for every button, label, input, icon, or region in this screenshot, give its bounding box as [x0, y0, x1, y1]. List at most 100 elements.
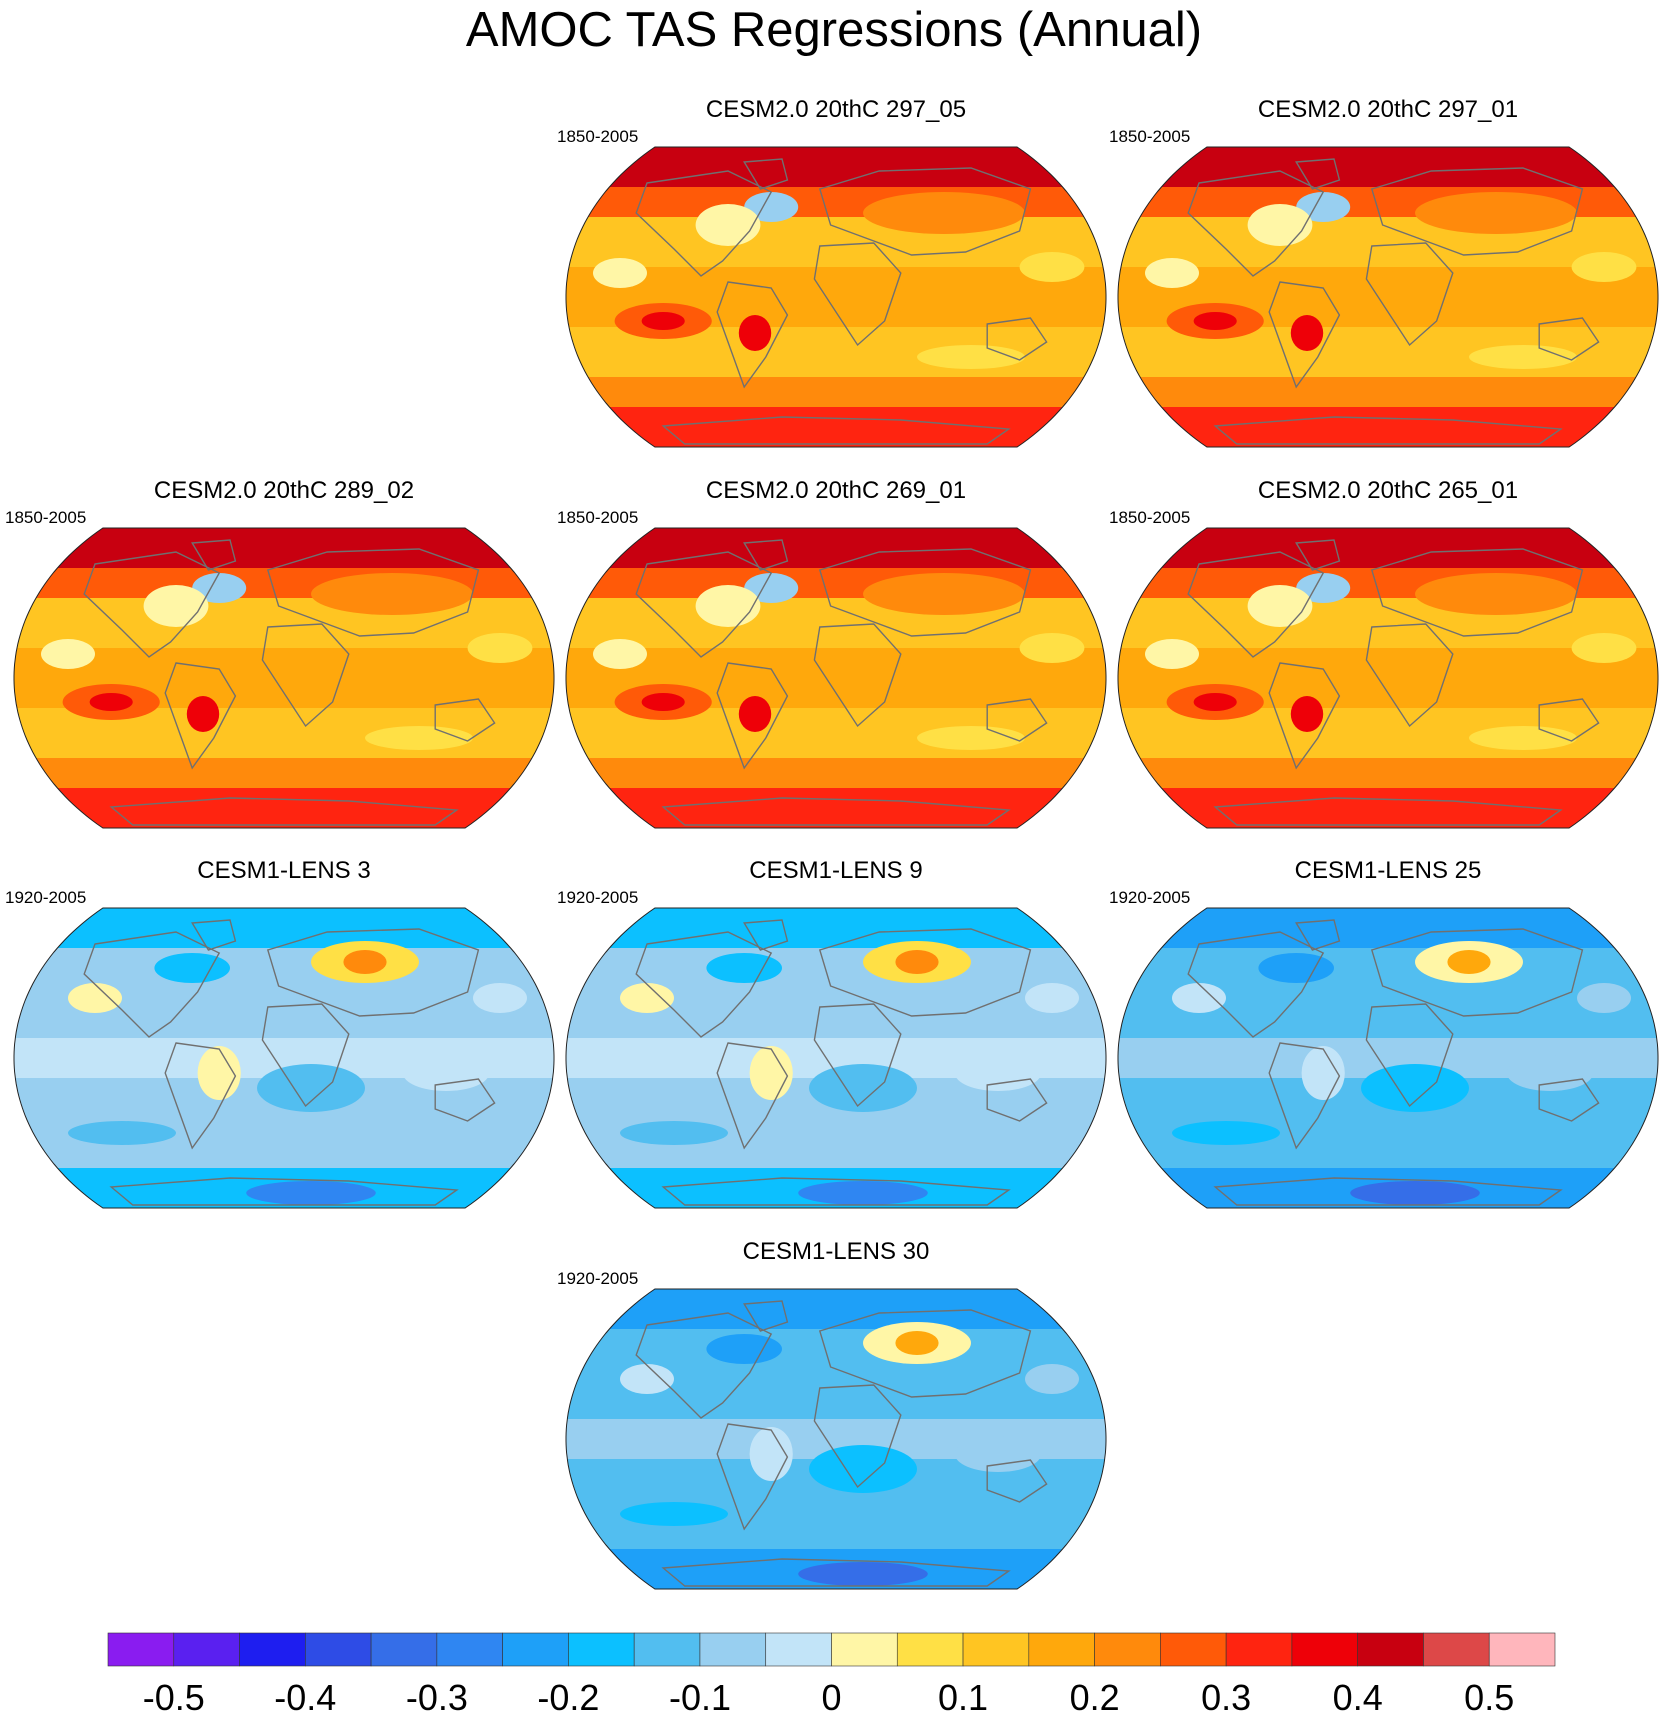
map-outline [1117, 907, 1659, 1209]
field-anomaly [1172, 1121, 1280, 1145]
coastline-greenland [743, 1300, 789, 1332]
field-band [1118, 1008, 1658, 1019]
field-anomaly [1447, 950, 1491, 974]
coastline-greenland [191, 919, 237, 951]
field-anomaly [798, 1562, 928, 1586]
field-band [1118, 1168, 1658, 1179]
field-band [14, 1038, 554, 1049]
field-band [566, 768, 1106, 779]
field-anomaly [192, 573, 247, 603]
field-band [566, 1359, 1106, 1370]
field-band [1118, 778, 1658, 789]
field-band [566, 1299, 1106, 1310]
field-band [566, 708, 1106, 719]
field-band [566, 1319, 1106, 1330]
coastline-namerica [83, 551, 221, 658]
field-band [566, 928, 1106, 939]
colorbar-tick-label: -0.3 [406, 1677, 468, 1718]
field-anomaly [863, 573, 1025, 615]
field-band [14, 1008, 554, 1019]
field-anomaly [1247, 204, 1313, 246]
coastline-australia [1538, 317, 1600, 361]
field-band [566, 998, 1106, 1009]
coastline-namerica [83, 931, 221, 1038]
map-field [566, 908, 1106, 1208]
field-band [566, 347, 1106, 358]
field-anomaly [641, 693, 685, 711]
field-band [1118, 227, 1658, 238]
field-band [14, 968, 554, 979]
coastline-samerica [716, 1042, 789, 1150]
field-band [1118, 427, 1658, 438]
colorbar-swatch [699, 1632, 767, 1667]
field-anomaly [68, 983, 122, 1013]
colorbar-swatch [896, 1632, 964, 1667]
field-band [1118, 648, 1658, 659]
panel-title: CESM2.0 20thC 265_01 [1257, 477, 1519, 504]
field-band [566, 778, 1106, 789]
field-band [14, 1158, 554, 1169]
field-band [566, 1439, 1106, 1450]
field-band [14, 778, 554, 789]
panel-title: CESM2.0 20thC 289_02 [153, 477, 415, 504]
map-panel-289-02: CESM2.0 20thC 289_02 1850-2005 [4, 476, 564, 848]
coastline-africa [1365, 623, 1454, 728]
field-anomaly [1145, 639, 1199, 669]
field-band [14, 1148, 554, 1159]
field-band [566, 1138, 1106, 1149]
colorbar-swatch [173, 1632, 240, 1667]
field-band [566, 538, 1106, 549]
field-anomaly [1371, 267, 1459, 327]
coastline-antarctica [109, 1177, 459, 1206]
field-band [1118, 1148, 1658, 1159]
coastline-eurasia [266, 928, 480, 1017]
field-band [14, 958, 554, 969]
colorbar-tick-label: -0.4 [274, 1677, 336, 1718]
field-band [14, 558, 554, 569]
regression-map [565, 146, 1107, 448]
map-field [566, 1289, 1106, 1589]
field-band [566, 1339, 1106, 1350]
map-outline [13, 527, 555, 829]
coastline-greenland [1295, 158, 1341, 190]
field-band [566, 698, 1106, 709]
coastline-greenland [191, 539, 237, 571]
coastline-antarctica [1213, 1177, 1563, 1206]
field-band [566, 1309, 1106, 1320]
field-band [566, 1369, 1106, 1380]
map-outline [1117, 146, 1659, 448]
field-anomaly [917, 726, 1025, 750]
field-band [1118, 337, 1658, 348]
field-anomaly [1290, 696, 1324, 732]
field-band [566, 1048, 1106, 1059]
panel-title: CESM2.0 20thC 297_05 [705, 96, 967, 123]
field-anomaly [1571, 252, 1637, 282]
colorbar-swatch [107, 1632, 175, 1667]
field-anomaly [1019, 633, 1085, 663]
field-anomaly [1469, 345, 1577, 369]
field-band [566, 1389, 1106, 1400]
map-field [1118, 147, 1658, 447]
field-anomaly [798, 1181, 928, 1205]
coastline-greenland [743, 158, 789, 190]
field-band [566, 968, 1106, 979]
colorbar: -0.5 -0.4 -0.3 -0.2 -0.1 0 0.1 0.2 0.3 0.4 0.5 [107, 1632, 1556, 1718]
field-band [566, 177, 1106, 188]
field-band [566, 1549, 1106, 1560]
field-band [566, 1108, 1106, 1119]
field-band [14, 978, 554, 989]
field-band [566, 1379, 1106, 1390]
field-band [566, 798, 1106, 809]
coastline-antarctica [661, 416, 1011, 445]
field-band [14, 1128, 554, 1139]
field-band [566, 327, 1106, 338]
colorbar-tick-label: 0.5 [1464, 1677, 1514, 1718]
field-band [14, 638, 554, 649]
field-band [566, 1489, 1106, 1500]
field-band [1118, 788, 1658, 799]
field-anomaly [809, 1445, 917, 1493]
field-band [14, 758, 554, 769]
map-field [566, 147, 1106, 447]
coastline-africa [261, 1003, 350, 1108]
field-band [14, 928, 554, 939]
